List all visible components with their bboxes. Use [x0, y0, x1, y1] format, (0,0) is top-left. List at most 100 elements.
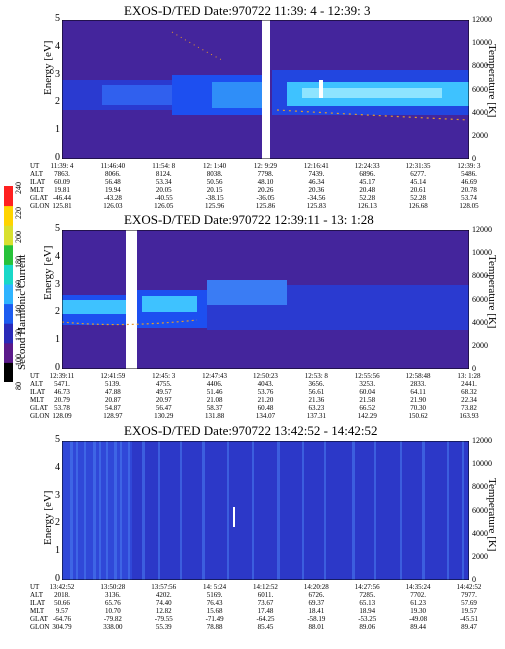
temperature-tick-label: 2000 — [472, 340, 488, 350]
spectrogram-stripe — [324, 441, 326, 580]
orbit-cell: -64.76 — [52, 615, 72, 623]
orbit-cell: 128.09 — [52, 412, 72, 420]
orbit-cell: 21.36 — [308, 396, 325, 404]
orbit-cell: 58.37 — [206, 404, 223, 412]
orbit-cell: 125.83 — [306, 202, 326, 210]
orbit-cell: 6277. — [410, 170, 426, 178]
orbit-cell: 19.81 — [54, 186, 70, 194]
orbit-cell: 14:20:28 — [303, 583, 329, 591]
orbit-cell: 21.90 — [410, 396, 426, 404]
spectrogram-stripe — [302, 441, 304, 580]
orbit-cell: 19.30 — [410, 607, 426, 615]
orbit-cell: 53.78 — [54, 404, 70, 412]
spectrogram-stripe — [114, 441, 117, 580]
orbit-cell: -58.19 — [307, 615, 326, 623]
panel-1-ylabel-right: Temperature [K] — [486, 44, 498, 118]
panel-3-orbit-table: UT 13:42:52 13:50:28 13:57:56 14: 5:24 14:12:… — [30, 583, 490, 633]
temperature-tick-label: 6000 — [472, 294, 488, 304]
colorbar-segment — [4, 205, 13, 226]
orbit-cell: 20.61 — [410, 186, 426, 194]
orbit-cell: 13:57:56 — [151, 583, 177, 591]
orbit-cell: 76.43 — [206, 599, 223, 607]
orbit-cell: 17.48 — [257, 607, 274, 615]
orbit-cell: 7285. — [359, 591, 376, 599]
orbit-cell: 63.23 — [308, 404, 325, 412]
orbit-cell: 14: 5:24 — [203, 583, 227, 591]
orbit-cell: 60.48 — [257, 404, 274, 412]
orbit-row-label: ALT — [30, 380, 43, 388]
energy-tick-label: 1 — [55, 545, 60, 557]
energy-tick-label: 2 — [55, 517, 60, 529]
spectrogram-stripe — [128, 441, 130, 580]
orbit-cell: 125.96 — [205, 202, 225, 210]
spectrogram-stripe — [106, 441, 108, 580]
energy-tick-label: 5 — [55, 223, 60, 234]
orbit-cell: 21.08 — [206, 396, 223, 404]
orbit-cell: 19.57 — [461, 607, 477, 615]
orbit-cell: 88.01 — [308, 623, 325, 631]
colorbar-segment — [4, 186, 13, 207]
spectrogram-stripe — [252, 441, 254, 580]
colorbar-tick-label: 200 — [14, 231, 23, 243]
colorbar-tick-label: 220 — [14, 206, 23, 219]
orbit-cell: 14:12:52 — [253, 583, 278, 591]
orbit-cell: 69.37 — [308, 599, 325, 607]
orbit-cell: -45.51 — [459, 615, 479, 623]
orbit-cell: 12:39: 3 — [457, 162, 481, 170]
orbit-cell: 150.62 — [408, 412, 428, 420]
orbit-cell: 66.52 — [359, 404, 376, 412]
temperature-tick-label: 8000 — [472, 482, 488, 492]
orbit-cell: 126.03 — [103, 202, 123, 210]
orbit-cell: 60.09 — [54, 178, 70, 186]
orbit-cell: 7977. — [461, 591, 477, 599]
orbit-cell: 46.69 — [461, 178, 477, 186]
orbit-cell: 3656. — [308, 380, 325, 388]
orbit-cell: 5139. — [105, 380, 121, 388]
orbit-row-label: GLON — [30, 412, 50, 420]
orbit-cell: 4202. — [155, 591, 172, 599]
orbit-cell: 61.23 — [410, 599, 426, 607]
orbit-cell: 73.67 — [257, 599, 274, 607]
orbit-cell: 126.68 — [408, 202, 428, 210]
temperature-tick-label: 12000 — [472, 225, 492, 234]
colorbar-title: Second Harmonic Current — [16, 254, 28, 370]
temperature-tick-label: 0 — [472, 575, 476, 584]
spectrogram-stripe — [99, 441, 101, 580]
orbit-cell: 68.32 — [461, 388, 477, 396]
spectrogram-stripe — [227, 441, 229, 580]
orbit-cell: 3253. — [359, 380, 376, 388]
orbit-cell: 13:50:28 — [100, 583, 126, 591]
orbit-cell: 12:41:59 — [100, 372, 126, 380]
orbit-cell: 6896. — [359, 170, 376, 178]
spectrogram-stripe — [462, 441, 464, 580]
orbit-cell: 45.14 — [410, 178, 426, 186]
orbit-cell: 65.76 — [105, 599, 121, 607]
orbit-cell: 131.88 — [205, 412, 225, 420]
energy-tick-label: 3 — [55, 489, 60, 501]
orbit-cell: 12: 1:40 — [203, 162, 227, 170]
orbit-cell: 18.94 — [359, 607, 376, 615]
orbit-cell: -71.49 — [205, 615, 224, 623]
orbit-cell: 46.73 — [54, 388, 70, 396]
orbit-cell: 45.17 — [359, 178, 376, 186]
energy-tick-label: 2 — [55, 306, 60, 318]
energy-tick-label: 3 — [55, 68, 60, 80]
orbit-row-label: GLAT — [30, 615, 48, 623]
orbit-cell: 52.28 — [410, 194, 426, 202]
orbit-cell: 12.82 — [155, 607, 172, 615]
orbit-cell: 53.76 — [257, 388, 274, 396]
orbit-cell: -64.25 — [256, 615, 275, 623]
orbit-cell: 56.47 — [155, 404, 172, 412]
energy-tick-label: 3 — [55, 278, 60, 290]
colorbar-segment — [4, 244, 13, 265]
orbit-row-label: GLAT — [30, 404, 48, 412]
orbit-cell: -53.25 — [358, 615, 377, 623]
spectrogram-stripe — [422, 441, 425, 580]
temperature-tick-label: 2000 — [472, 551, 488, 561]
orbit-row-label: GLON — [30, 623, 50, 631]
orbit-cell: 338.00 — [103, 623, 123, 631]
orbit-cell: 73.82 — [461, 404, 477, 412]
orbit-cell: 12:31:35 — [405, 162, 431, 170]
orbit-cell: 52.28 — [359, 194, 376, 202]
orbit-cell: 14:42:52 — [456, 583, 482, 591]
